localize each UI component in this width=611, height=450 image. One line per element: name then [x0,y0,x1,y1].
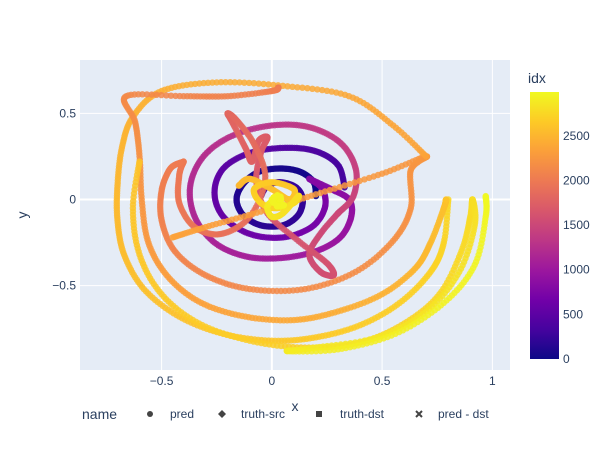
data-point [245,79,253,87]
data-point [308,348,315,355]
data-point [280,201,287,209]
y-tick-label: 0 [69,193,76,207]
legend-label-truth-dst: truth-dst [340,407,385,421]
legend-title: name [82,406,117,422]
colorbar-tick-label: 2000 [563,173,590,187]
legend: name pred truth-src truth-dst pred - dst [82,406,489,422]
colorbar-tick-label: 500 [563,307,583,321]
legend-label-truth-src: truth-src [241,407,285,421]
colorbar: idx 0 500 1000 1500 2000 2500 [528,70,590,366]
x-tick-label: −0.5 [150,374,174,388]
data-point [227,79,234,86]
data-point [241,79,248,86]
data-point [304,85,311,92]
legend-item-pred-dst[interactable]: pred - dst [415,407,489,421]
data-points [113,79,490,355]
data-point [250,80,258,87]
data-point [356,177,363,185]
x-tick-label: 0.5 [374,374,391,388]
colorbar-ticks: 0 500 1000 1500 2000 2500 [563,129,590,366]
data-point [148,91,155,98]
data-point [294,84,301,91]
y-tick-label: 0.5 [59,106,76,120]
data-point [299,84,306,91]
data-point [351,179,358,186]
colorbar-tick-label: 1000 [563,263,590,277]
y-axis-title: y [14,212,30,219]
data-point [336,183,343,191]
data-point [346,180,353,188]
data-point [172,92,179,100]
data-point [482,192,489,200]
data-point [231,79,238,86]
data-point [328,88,335,95]
data-point [323,87,331,95]
data-point [167,92,175,99]
x-axis-ticks: −0.5 0 0.5 1 [150,374,496,388]
square-icon [316,411,322,417]
x-tick-label: 1 [489,374,496,388]
y-axis-ticks: −0.5 0 0.5 [52,106,76,292]
data-point [317,347,324,355]
data-point [163,92,170,99]
legend-item-truth-dst[interactable]: truth-dst [316,407,385,421]
colorbar-title: idx [528,70,546,86]
colorbar-gradient [530,92,559,359]
data-point [236,79,243,86]
data-point [314,86,321,93]
data-point [289,83,296,91]
colorbar-tick-label: 1500 [563,218,590,232]
legend-label-pred-dst: pred - dst [438,407,489,421]
data-point [169,234,176,241]
data-point [143,91,151,98]
circle-icon [147,411,153,417]
data-point [158,91,165,99]
data-point [331,185,338,192]
data-point [442,196,450,203]
data-point [326,186,333,194]
colorbar-tick-label: 0 [563,352,570,366]
data-point [270,81,277,89]
x-axis-title: x [292,398,299,414]
data-point [255,80,262,87]
data-point [312,348,320,355]
data-point [153,91,160,99]
x-tick-label: 0 [269,374,276,388]
data-point [265,81,272,88]
legend-item-pred[interactable]: pred [147,407,194,421]
legend-item-truth-src[interactable]: truth-src [218,407,285,421]
data-point [284,83,291,90]
x-marker-icon [415,410,423,418]
data-point [361,176,368,183]
data-point [260,80,267,88]
legend-label-pred: pred [170,407,194,421]
data-point [309,85,316,93]
data-point [270,199,277,206]
y-tick-label: −0.5 [52,279,76,293]
diamond-icon [218,410,226,418]
data-point [319,86,326,94]
data-point [222,79,229,86]
colorbar-tick-label: 2500 [563,129,590,143]
data-point [341,182,348,189]
